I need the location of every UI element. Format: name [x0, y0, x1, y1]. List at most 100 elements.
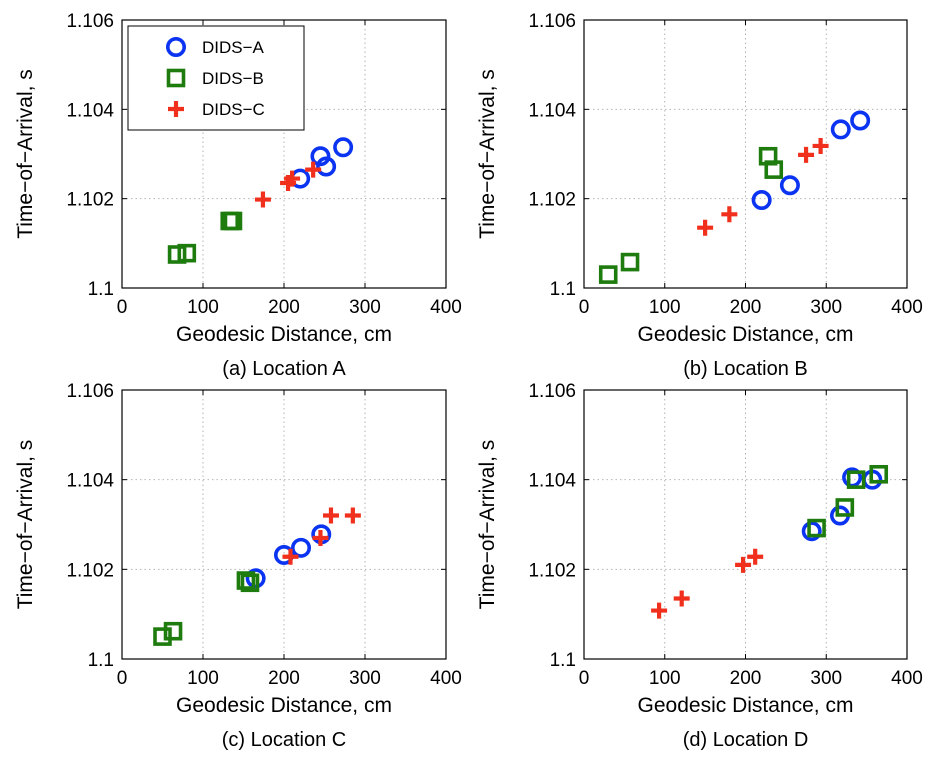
y-tick-label: 1.104 — [66, 471, 114, 492]
legend-label: DIDS−A — [202, 38, 265, 57]
series-0 — [290, 137, 354, 189]
legend-marker — [166, 68, 186, 88]
legend-marker — [168, 101, 184, 117]
data-point — [333, 137, 354, 158]
y-tick-label: 1.104 — [528, 471, 576, 492]
data-point — [310, 146, 331, 167]
data-point — [846, 470, 866, 489]
x-tick-label: 400 — [430, 668, 462, 689]
data-point — [830, 119, 851, 140]
data-point — [322, 507, 339, 524]
data-point — [869, 464, 889, 484]
data-point — [697, 219, 714, 236]
data-point — [153, 627, 172, 646]
series-0 — [751, 110, 871, 211]
data-point — [779, 175, 800, 196]
data-point — [240, 573, 260, 593]
y-axis-label: Time−of−Arrival, s — [476, 440, 499, 610]
axes-box — [583, 19, 908, 289]
subplot-2: 0 100 200 300 400 1.1 1.102 1.104 1.106 Geodesic … — [14, 381, 462, 751]
axes-box — [121, 389, 447, 660]
legend-box — [127, 25, 305, 131]
data-point — [223, 211, 243, 231]
x-axis-label: Geodesic Distance, cm — [176, 694, 392, 717]
data-point — [316, 156, 337, 177]
data-point — [747, 548, 764, 565]
y-axis-label: Time−of−Arrival, s — [14, 440, 37, 610]
y-tick-label: 1.104 — [66, 100, 114, 121]
y-tick-label: 1.106 — [66, 11, 114, 32]
y-tick-label: 1.1 — [88, 650, 114, 671]
series-2 — [254, 161, 322, 208]
data-point — [651, 602, 668, 619]
subplot-1: 0 100 200 300 400 1.1 1.102 1.104 1.106 Geodesic … — [476, 11, 923, 380]
data-point — [850, 110, 871, 131]
data-point — [291, 537, 312, 558]
subplot-caption: (d) Location D — [683, 729, 809, 751]
y-axis-label: Time−of−Arrival, s — [14, 69, 37, 239]
x-axis-label: Geodesic Distance, cm — [638, 694, 854, 717]
series-1 — [807, 464, 889, 538]
y-tick-label: 1.102 — [528, 560, 576, 581]
data-point — [282, 548, 299, 565]
data-point — [812, 137, 829, 154]
x-tick-label: 400 — [430, 297, 462, 318]
data-point — [312, 529, 329, 546]
x-tick-label: 400 — [891, 668, 923, 689]
y-tick-label: 1.102 — [66, 190, 114, 211]
x-tick-label: 200 — [268, 668, 300, 689]
x-tick-label: 0 — [117, 668, 128, 689]
data-point — [735, 556, 752, 573]
x-tick-label: 100 — [649, 297, 681, 318]
y-tick-label: 1.106 — [528, 381, 576, 402]
series-1 — [167, 211, 243, 264]
x-tick-label: 0 — [579, 668, 590, 689]
y-tick-label: 1.106 — [528, 11, 576, 32]
x-tick-label: 400 — [891, 297, 923, 318]
y-tick-label: 1.1 — [550, 279, 576, 300]
data-point — [798, 146, 815, 163]
series-2 — [282, 507, 361, 565]
y-tick-label: 1.1 — [88, 279, 114, 300]
data-point — [673, 590, 690, 607]
subplot-caption: (b) Location B — [683, 358, 808, 380]
data-point — [764, 160, 784, 179]
y-tick-label: 1.102 — [528, 190, 576, 211]
data-point — [305, 161, 322, 178]
x-tick-label: 300 — [349, 297, 381, 318]
data-point — [598, 265, 618, 284]
y-tick-label: 1.106 — [66, 381, 114, 402]
subplot-caption: (a) Location A — [222, 358, 346, 380]
x-tick-label: 0 — [579, 297, 590, 318]
data-point — [254, 191, 271, 208]
data-point — [236, 571, 256, 590]
x-tick-label: 100 — [649, 668, 681, 689]
legend-marker — [166, 36, 187, 57]
x-tick-label: 200 — [730, 297, 762, 318]
series-2 — [697, 137, 829, 236]
data-point — [245, 568, 266, 589]
data-point — [807, 518, 826, 538]
x-axis-label: Geodesic Distance, cm — [176, 323, 392, 346]
series-1 — [598, 146, 784, 284]
subplot-3: 0 100 200 300 400 1.1 1.102 1.104 1.106 Geodesic … — [476, 381, 923, 751]
data-point — [801, 521, 822, 542]
x-tick-label: 0 — [117, 297, 128, 318]
series-1 — [153, 571, 260, 646]
x-tick-label: 300 — [810, 297, 842, 318]
y-tick-label: 1.102 — [66, 560, 114, 581]
data-point — [835, 498, 855, 517]
x-tick-label: 200 — [268, 297, 300, 318]
data-point — [177, 243, 197, 263]
series-2 — [651, 548, 764, 619]
legend-label: DIDS−B — [202, 69, 264, 88]
data-point — [620, 252, 640, 272]
legend: DIDS−A DIDS−B DIDS−C — [127, 25, 305, 131]
data-point — [751, 190, 772, 211]
data-point — [344, 507, 361, 524]
data-point — [721, 206, 738, 223]
subplot-0: 0 100 200 300 400 1.1 1.102 1.104 1.106 Geodesic … — [14, 11, 462, 380]
x-tick-label: 100 — [187, 668, 219, 689]
legend-label: DIDS−C — [202, 100, 265, 119]
subplot-caption: (c) Location C — [222, 729, 347, 751]
